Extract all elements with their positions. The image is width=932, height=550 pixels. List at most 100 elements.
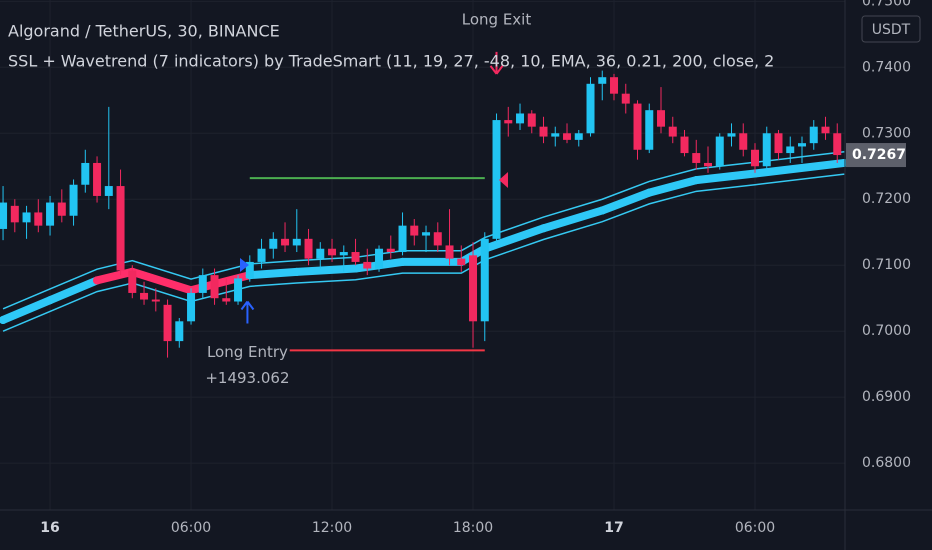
entry-marker	[240, 258, 249, 272]
candle-body	[504, 120, 513, 124]
band-segment	[692, 169, 760, 185]
band-point	[351, 264, 360, 273]
band-point	[0, 315, 8, 324]
candle-body	[104, 186, 113, 196]
candle-body	[704, 162, 713, 167]
candle-body	[151, 299, 160, 302]
candle-body	[234, 278, 243, 302]
band-segment	[645, 176, 701, 197]
candle-body	[10, 205, 19, 223]
candle-body	[715, 136, 724, 167]
chart-title: Algorand / TetherUS, 30, BINANCE	[8, 22, 280, 41]
candle-body	[57, 202, 66, 216]
y-tick-label: 0.6800	[862, 455, 911, 471]
band-point	[539, 224, 548, 233]
band-segment	[46, 276, 102, 305]
candle-body	[433, 232, 442, 246]
signal-label: Long Exit	[462, 10, 532, 28]
candle-body	[93, 162, 102, 196]
x-tick-label: 17	[604, 520, 623, 536]
candle-body	[69, 184, 78, 216]
candle-body	[81, 162, 90, 185]
candle-body	[210, 275, 219, 299]
candle-body	[751, 149, 760, 167]
band-segment	[0, 296, 55, 324]
signal-arrow	[489, 51, 504, 75]
candle-body	[163, 304, 172, 342]
candle-body	[727, 133, 736, 137]
candle-body	[351, 252, 360, 262]
candle-body	[809, 126, 818, 144]
candle-body	[22, 212, 31, 223]
y-tick-label: 0.7000	[862, 323, 911, 339]
candle-body	[786, 146, 795, 154]
candle-body	[551, 133, 560, 137]
band-segment	[480, 224, 548, 253]
candle-body	[187, 292, 196, 322]
exit-marker	[499, 172, 508, 188]
candle-body	[527, 113, 536, 127]
candle-body	[281, 238, 290, 246]
candle-body	[175, 321, 184, 342]
signal-label: -1493.062	[458, 0, 535, 2]
currency-box[interactable]	[861, 15, 921, 43]
y-tick-label: 0.7500	[862, 0, 911, 9]
axes: 0.6800 0.6900 0.7000 0.7100 0.7200 0.7300 0.74…	[40, 0, 911, 536]
x-tick-label: 06:00	[735, 520, 775, 536]
band-segment	[598, 188, 654, 215]
band-point	[598, 206, 607, 215]
y-tick-label: 0.7300	[862, 125, 911, 141]
candle-body	[739, 133, 748, 150]
candle-body	[292, 238, 301, 246]
band-edge	[2, 173, 845, 332]
candle-body	[422, 232, 431, 236]
candle-body	[610, 77, 619, 94]
band-segment	[128, 267, 196, 295]
x-tick-label: 18:00	[453, 520, 493, 536]
band-segment	[751, 158, 849, 178]
band-segment	[93, 267, 137, 285]
candle-body	[563, 133, 572, 140]
x-tick-label: 12:00	[312, 520, 352, 536]
candle-body	[797, 143, 806, 147]
candle-body	[668, 126, 677, 137]
indicator-title: SSL + Wavetrend (7 indicators) by TradeS…	[8, 52, 774, 71]
candle-body	[257, 248, 266, 262]
candle-body	[621, 93, 630, 104]
candle-body	[539, 126, 548, 137]
signal-arrow	[240, 300, 255, 324]
price-tag-label: 0.7267	[852, 147, 906, 163]
candle-body	[762, 133, 771, 167]
currency[interactable]: USDT	[872, 22, 911, 38]
band-segment	[245, 267, 301, 280]
candle-body	[304, 238, 313, 259]
candle-body	[269, 238, 278, 249]
candle-body	[657, 110, 666, 127]
candle-body	[316, 248, 325, 259]
candle-body	[375, 248, 384, 269]
candle-body	[46, 202, 55, 226]
y-tick-label: 0.7200	[862, 191, 911, 207]
candle-body	[469, 255, 478, 322]
candle-body	[516, 113, 525, 124]
candle-body	[328, 248, 337, 256]
candle-body	[680, 136, 689, 154]
price-tag	[846, 143, 906, 168]
candle-body	[492, 120, 501, 239]
candle-body	[645, 110, 654, 150]
band-point	[93, 276, 102, 285]
signal-label: Long Entry	[207, 343, 288, 361]
band-point	[46, 296, 55, 305]
candle-body	[386, 248, 395, 253]
candle-body	[445, 245, 454, 259]
signal-label: +1493.062	[205, 369, 289, 387]
y-tick-label: 0.7100	[862, 257, 911, 273]
band-segment	[292, 264, 360, 276]
band-point	[292, 267, 301, 276]
plot: Long Entry +1493.062 -1493.062 Long Exit	[0, 0, 849, 387]
candle-body	[692, 153, 701, 163]
candle-body	[586, 83, 595, 134]
candle-body	[339, 252, 348, 256]
candle-body	[34, 212, 43, 226]
candle-body	[457, 258, 466, 266]
